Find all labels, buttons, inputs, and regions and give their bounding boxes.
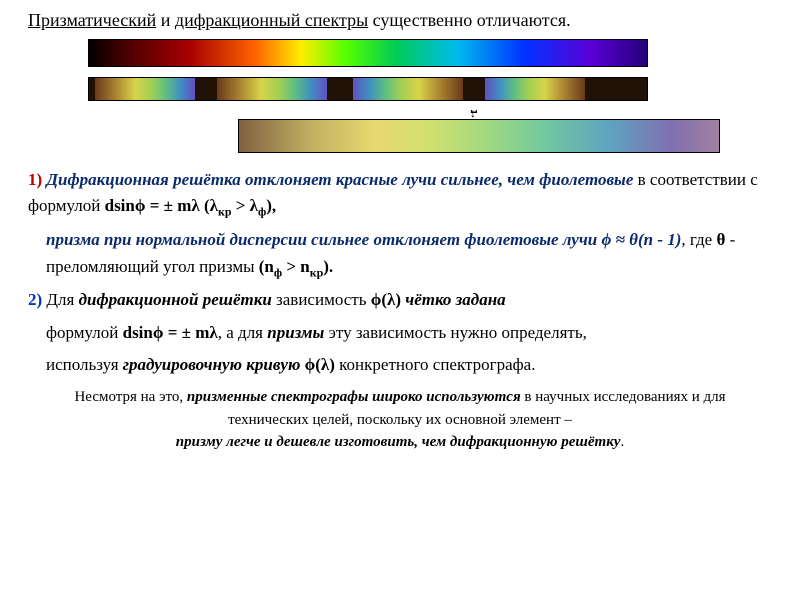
zoom-brace: ⎵ ↓ [418, 101, 528, 117]
p2-b: дифракционной решётки [79, 290, 272, 309]
diff-order-m1-left [217, 78, 327, 100]
diff-gap [195, 78, 217, 100]
p2-h: , а для [218, 323, 268, 342]
p1-phrase-c: призма при нормальной дисперсии сильнее … [46, 230, 597, 249]
arrow-down-icon: ↓ [418, 109, 528, 117]
closing-e: . [620, 434, 624, 450]
diffraction-spectrum-row [88, 77, 648, 101]
p1-cond1b: > λ [231, 196, 258, 215]
title-word-3: дифракционный спектры [175, 10, 368, 30]
title-word-1: Призматический [28, 10, 156, 30]
point-1: 1) Дифракционная решётка отклоняет красн… [28, 167, 772, 221]
diff-order-m2-right [485, 78, 585, 100]
point-1-number: 1) [28, 170, 42, 189]
p2-n: конкретного спектрографа. [335, 355, 536, 374]
p1-formula-1: dsinϕ = ± mλ [105, 196, 200, 215]
p2-c: зависимость [272, 290, 371, 309]
p1-sub-f2: ф [274, 265, 282, 279]
point-2-line3: используя градуировочную кривую ϕ(λ) кон… [28, 352, 772, 378]
spectrum-figure: ⎵ ↓ [88, 39, 648, 153]
point-2-line2: формулой dsinϕ = ± mλ, а для призмы эту … [28, 320, 772, 346]
p2-i: призмы [267, 323, 324, 342]
p1-cond1c: ), [266, 196, 276, 215]
page-title: Призматический и дифракционный спектры с… [28, 10, 772, 31]
p2-d: ϕ(λ) [371, 290, 401, 309]
p2-l: градуировочную кривую [123, 355, 301, 374]
diff-gap [585, 78, 647, 100]
prism-spectrum-bar [88, 39, 648, 67]
p1-text-d: , где [681, 230, 716, 249]
p1-phrase-a: Дифракционная решётка отклоняет красные … [42, 170, 633, 189]
p2-a: Для [42, 290, 78, 309]
p1-sub-kr2: кр [310, 265, 323, 279]
p2-e: чётко задана [401, 290, 506, 309]
zoomed-spectrum-bar [238, 119, 720, 153]
p1-cond2a: (n [259, 257, 274, 276]
point-2-number: 2) [28, 290, 42, 309]
p2-k: используя [46, 355, 123, 374]
point-2: 2) Для дифракционной решётки зависимость… [28, 287, 772, 313]
point-1-line2: призма при нормальной дисперсии сильнее … [28, 227, 772, 281]
p1-cond2c: ). [323, 257, 333, 276]
p2-m: ϕ(λ) [300, 355, 335, 374]
p1-formula-2: ϕ ≈ θ(n - 1) [597, 230, 681, 249]
title-word-2: и [156, 10, 175, 30]
diff-central-gap [327, 78, 353, 100]
closing-b: призменные спектрографы широко использую… [187, 389, 521, 405]
p2-g: dsinϕ = ± mλ [123, 323, 218, 342]
diff-order-m1-right [353, 78, 463, 100]
p2-f: формулой [46, 323, 123, 342]
p2-j: эту зависимость нужно определять, [324, 323, 587, 342]
p1-sub-kr: кр [218, 205, 231, 219]
title-word-4: существенно отличаются. [368, 10, 570, 30]
closing-a: Несмотря на это, [74, 389, 186, 405]
closing-paragraph: Несмотря на это, призменные спектрографы… [28, 386, 772, 454]
p1-cond2b: > n [282, 257, 310, 276]
p1-cond1a: (λ [200, 196, 218, 215]
closing-d: призму легче и дешевле изготовить, чем д… [176, 434, 621, 450]
diff-order-m2-left [95, 78, 195, 100]
